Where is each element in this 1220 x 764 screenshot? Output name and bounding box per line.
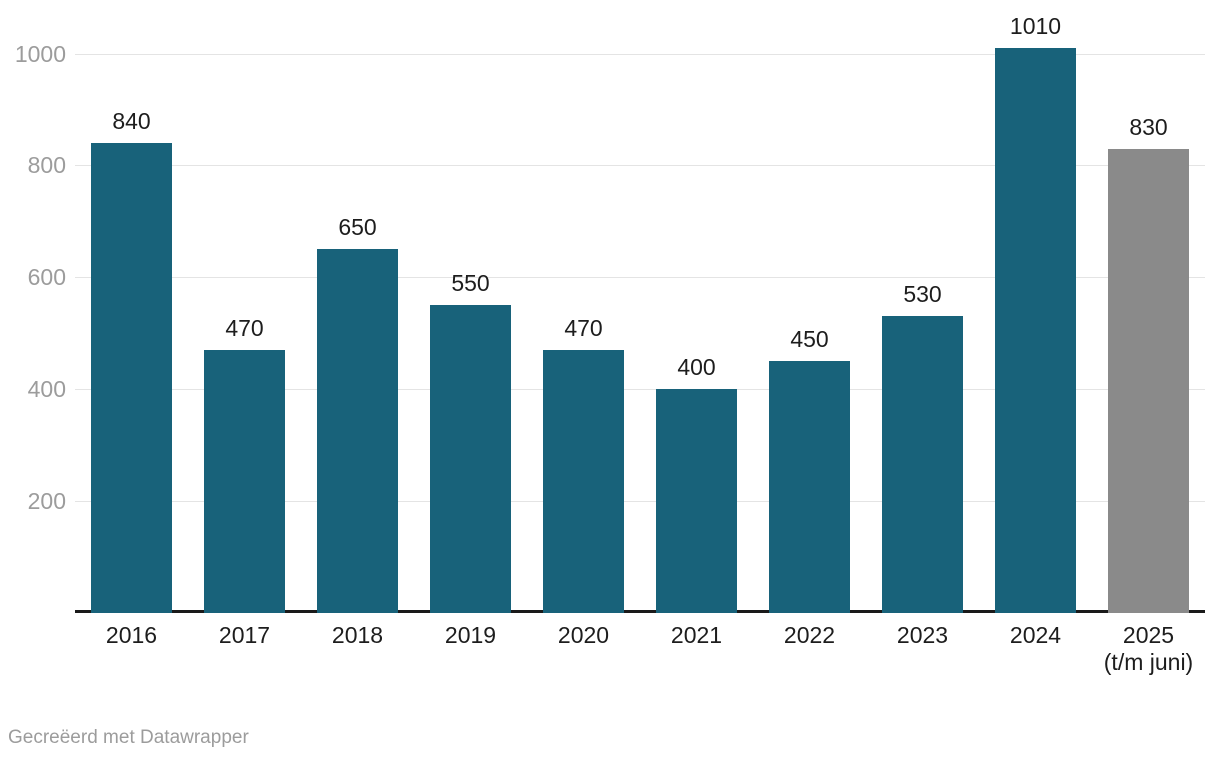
x-axis-label-text: 2021: [670, 622, 723, 648]
bar-value-label: 650: [338, 214, 377, 241]
bar-2024[interactable]: [995, 47, 1076, 613]
x-axis-label-2018: 2018: [301, 622, 414, 649]
x-axis-label-2021: 2021: [640, 622, 753, 649]
x-axis-label-text: 2022: [783, 622, 836, 648]
bar-2023[interactable]: [882, 316, 963, 613]
y-axis-tick-label: 600: [27, 264, 66, 291]
bar-2017[interactable]: [204, 350, 285, 613]
bar-value-label: 470: [564, 315, 603, 342]
bar-value-label: 830: [1129, 113, 1168, 140]
x-axis-label-2022: 2022: [753, 622, 866, 649]
bar-2022[interactable]: [769, 361, 850, 613]
bar-value-label: 450: [790, 326, 829, 353]
x-axis-label-text: 2020: [557, 622, 610, 648]
x-axis-labels: 2016 2017 2018 2019 2020 2021 2022 2023 2024 2025…: [0, 622, 1220, 682]
x-axis-label-text: 2016: [105, 622, 158, 648]
gridline: [75, 277, 1205, 279]
gridline: [75, 501, 1205, 503]
x-axis-label-text: 2017: [218, 622, 271, 648]
x-axis-label-text: 2018: [331, 622, 384, 648]
gridline: [75, 165, 1205, 167]
bar-2019[interactable]: [430, 305, 511, 613]
x-axis-label-text: 2024: [1009, 622, 1062, 648]
attribution-text: Gecreëerd met Datawrapper: [8, 727, 249, 748]
bar-value-label: 470: [225, 315, 264, 342]
x-axis-label-2023: 2023: [866, 622, 979, 649]
x-axis-label-2024: 2024: [979, 622, 1092, 649]
bar-value-label: 400: [677, 354, 716, 381]
bar-2021[interactable]: [656, 389, 737, 613]
bar-2016[interactable]: [91, 143, 172, 613]
y-axis-tick-label: 400: [27, 376, 66, 403]
x-axis-label-2016: 2016: [75, 622, 188, 649]
bar-2020[interactable]: [543, 350, 624, 613]
bar-2025[interactable]: [1108, 148, 1189, 613]
bar-value-label: 530: [903, 281, 942, 308]
x-axis-label-2017: 2017: [188, 622, 301, 649]
y-axis-tick-label: 200: [27, 488, 66, 515]
x-axis-label-2020: 2020: [527, 622, 640, 649]
x-axis-line: [75, 610, 1205, 613]
y-axis-tick-label: 800: [27, 152, 66, 179]
x-axis-label-text: 2019: [444, 622, 497, 648]
y-axis-tick-label: 1000: [14, 40, 66, 67]
bar-value-label: 840: [112, 108, 151, 135]
x-axis-label-text: 2025: [1122, 622, 1175, 648]
x-axis-label-text: 2023: [896, 622, 949, 648]
plot-area: 200 400 600 800 1000 840 470 650 550 470 400 450 530…: [14, 12, 1205, 613]
x-axis-sublabel-text: (t/m juni): [1103, 649, 1194, 675]
gridline: [75, 389, 1205, 391]
x-axis-label-2025: 2025 (t/m juni): [1092, 622, 1205, 676]
gridline: [75, 53, 1205, 55]
bar-2018[interactable]: [317, 249, 398, 613]
x-axis-label-2019: 2019: [414, 622, 527, 649]
bar-value-label: 1010: [1009, 12, 1062, 39]
bar-value-label: 550: [451, 270, 490, 297]
